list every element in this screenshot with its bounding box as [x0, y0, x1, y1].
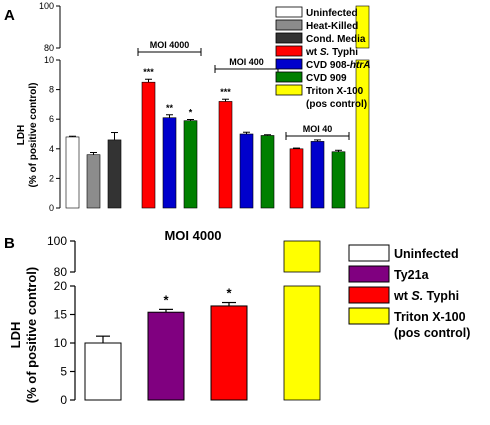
legend-swatch: [348, 286, 390, 304]
bar-triton-upper: [283, 240, 321, 273]
significance-marker: ***: [220, 87, 231, 97]
legend-label-italic: S.: [320, 47, 329, 58]
legend-label-part: CVD 908-: [306, 60, 350, 71]
bar-triton-lower: [283, 285, 321, 401]
significance-marker: **: [166, 103, 174, 113]
chart-title: MOI 4000: [164, 228, 221, 243]
legend-label: Triton X-100: [306, 86, 364, 97]
bar: [141, 81, 156, 209]
y-tick-label: 20: [54, 279, 68, 293]
y-axis-label-line1: LDH: [8, 322, 23, 349]
bar-triton-upper: [355, 5, 370, 49]
legend-label-line2: (pos control): [306, 99, 367, 110]
bar: [84, 342, 122, 401]
moi-label: MOI 400: [229, 57, 264, 67]
legend-label: CVD 908-htrA: [306, 60, 370, 71]
legend-label-part: wt: [305, 47, 320, 58]
y-tick-label: 10: [54, 336, 68, 350]
legend-swatch: [275, 84, 303, 96]
y-tick-label: 4: [49, 144, 54, 154]
legend-swatch: [275, 58, 303, 70]
y-tick-label: 100: [47, 234, 67, 248]
bar: [107, 139, 122, 209]
y-axis-label-line2: (% of positive control): [28, 83, 39, 188]
bar: [260, 135, 275, 209]
bar: [310, 141, 325, 209]
legend-swatch: [275, 6, 303, 18]
legend-swatch: [275, 32, 303, 44]
bar: [210, 305, 248, 401]
bar: [147, 311, 185, 401]
legend-swatch: [348, 265, 390, 283]
legend-label-line2: (pos control): [394, 326, 470, 340]
legend-label: Triton X-100: [394, 310, 466, 324]
legend-swatch: [275, 71, 303, 83]
legend-label: wt S. Typhi: [393, 289, 459, 303]
legend-swatch: [348, 307, 390, 325]
legend-label-italic: S.: [411, 289, 423, 303]
y-axis-label-line1: LDH: [16, 125, 27, 146]
panel-label-b: B: [4, 235, 15, 252]
y-tick-label: 8: [49, 85, 54, 95]
y-axis-label-line2: (% of positive control): [24, 267, 39, 404]
bar: [183, 120, 198, 209]
legend-label: wt S. Typhi: [305, 47, 358, 58]
bar: [218, 101, 233, 209]
y-tick-label: 15: [54, 308, 68, 322]
y-tick-label: 0: [60, 393, 67, 407]
significance-marker: ***: [143, 67, 154, 77]
panel-label-a: A: [4, 7, 15, 24]
y-tick-label: 80: [44, 43, 54, 53]
significance-marker: *: [189, 107, 193, 117]
legend-label-part: Typhi: [423, 289, 459, 303]
moi-label: MOI 4000: [150, 40, 190, 50]
panel-a-chart: A 0 2 4 6 8 10 80 100 LDH (% of positive control) *…: [4, 1, 370, 213]
y-tick-label: 0: [49, 203, 54, 213]
bar: [162, 117, 177, 209]
legend-label: Uninfected: [394, 247, 459, 261]
legend-swatch: [275, 45, 303, 57]
legend-label: Ty21a: [394, 268, 430, 282]
bar: [86, 154, 101, 209]
y-tick-label: 2: [49, 173, 54, 183]
significance-marker: *: [163, 292, 169, 307]
y-axis-label: LDH (% of positive control): [8, 267, 39, 404]
legend-label-part: wt: [393, 289, 411, 303]
legend-label: Heat-Killed: [306, 21, 358, 32]
legend-label-italic: htrA: [350, 60, 371, 71]
legend-label: CVD 909: [306, 73, 347, 84]
legend-label: Cond. Media: [306, 34, 366, 45]
bar: [65, 136, 80, 209]
y-axis-label: LDH (% of positive control): [16, 83, 39, 188]
legend-swatch: [275, 19, 303, 31]
y-tick-label: 10: [44, 55, 54, 65]
moi-label: MOI 40: [303, 124, 333, 134]
y-tick-label: 5: [60, 365, 67, 379]
legend-label-part: Typhi: [329, 47, 358, 58]
legend-swatch: [348, 244, 390, 262]
legend-label: Uninfected: [306, 8, 358, 19]
bar: [239, 133, 254, 209]
y-tick-label: 6: [49, 114, 54, 124]
significance-marker: *: [226, 286, 232, 301]
y-tick-label: 100: [39, 1, 54, 11]
bar: [331, 151, 346, 209]
y-tick-label: 80: [54, 265, 68, 279]
bar: [289, 148, 304, 209]
bar-triton-lower: [355, 59, 370, 209]
